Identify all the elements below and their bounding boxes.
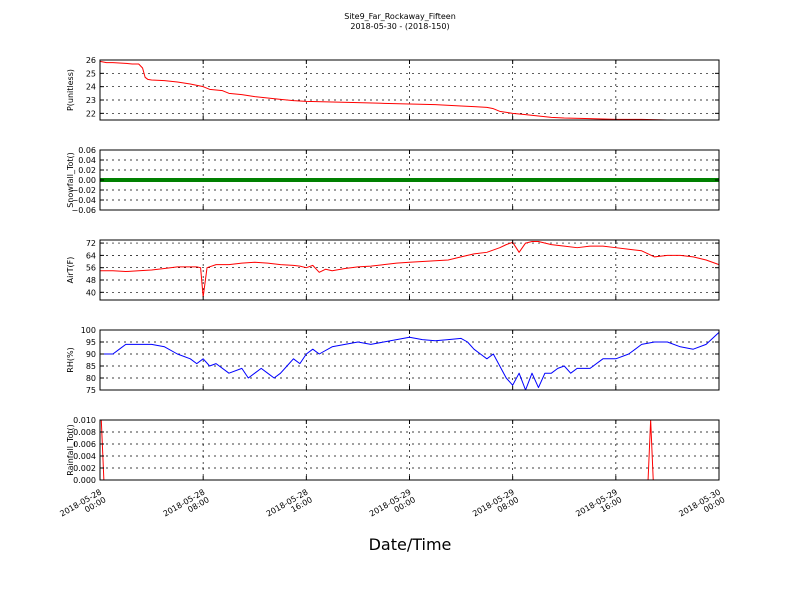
y-tick-label: 0.04 (78, 156, 96, 165)
y-tick-label: 0.000 (73, 476, 96, 485)
subplot-1: 22 23 24 25 26 P(unitless) (66, 56, 720, 121)
y-tick-label: 0.002 (73, 464, 96, 473)
x-tick-label: 2018-05-2916:00 (574, 487, 623, 526)
x-tick-label: 2018-05-2808:00 (162, 487, 211, 526)
y-axis-label: Snowfall_Tot() (66, 152, 75, 208)
y-tick-label: 80 (86, 374, 96, 383)
x-tick-label: 2018-05-2816:00 (265, 487, 314, 526)
y-tick-label: 25 (86, 69, 96, 78)
subplot-5: 0.000 0.002 0.004 0.006 0.008 0.010Rainfall_T… (66, 416, 720, 485)
y-tick-label: 0.06 (78, 146, 96, 155)
y-tick-label: 48 (86, 276, 96, 285)
y-tick-label: 0.02 (78, 166, 96, 175)
y-tick-label: 22 (86, 109, 96, 118)
y-tick-label: 0.006 (73, 440, 96, 449)
y-tick-label: 24 (86, 83, 96, 92)
y-tick-label: 95 (86, 338, 96, 347)
subplots: 2223242526P(unitless)−0.06−0.04−0.020.00… (66, 56, 720, 485)
subplot-4: 75 80 85 90 95 100 RH(%) (66, 326, 720, 395)
y-tick-label: −0.06 (71, 206, 96, 215)
chart-title-line2: 2018-05-30 - (2018-150) (350, 22, 449, 31)
y-tick-label: 0.00 (78, 176, 96, 185)
y-tick-label: 90 (86, 350, 96, 359)
y-tick-label: 23 (86, 96, 96, 105)
y-tick-label: 72 (86, 239, 96, 248)
x-tick-label: 2018-05-2908:00 (471, 487, 520, 526)
y-tick-label: 0.004 (73, 452, 96, 461)
y-axis-label: AirT(F) (66, 257, 75, 284)
series-line (100, 241, 720, 298)
y-axis-label: P(unitless) (66, 69, 75, 111)
x-tick-label: 2018-05-3000:00 (677, 487, 726, 526)
subplot-2: −0.06−0.04−0.020.000.020.040.06Snowfall_… (66, 146, 720, 215)
subplot-3: 40 48 56 64 72 AirT(F) (66, 239, 720, 301)
y-tick-label: 64 (86, 251, 96, 260)
y-tick-label: −0.04 (71, 196, 96, 205)
y-tick-label: 56 (86, 264, 96, 273)
y-tick-label: 40 (86, 288, 96, 297)
x-tick-label: 2018-05-2800:00 (58, 487, 107, 526)
series-line (99, 60, 719, 121)
chart-title-line1: Site9_Far_Rockaway_Fifteen (344, 12, 456, 21)
x-tick-label: 2018-05-2900:00 (368, 487, 417, 526)
y-tick-label: 100 (81, 326, 96, 335)
y-tick-label: 85 (86, 362, 96, 371)
x-axis-label: Date/Time (369, 535, 452, 554)
series-line (100, 332, 720, 391)
x-axis-ticks: 2018-05-2800:00 2018-05-2808:00 2018-05-28… (58, 487, 726, 526)
y-tick-label: 0.010 (73, 416, 96, 425)
y-tick-label: 0.008 (73, 428, 96, 437)
y-tick-label: −0.02 (71, 186, 96, 195)
y-tick-label: 26 (86, 56, 96, 65)
y-tick-label: 75 (86, 386, 96, 395)
y-axis-label: Rainfall_Tot() (66, 424, 75, 476)
y-axis-label: RH(%) (66, 347, 75, 372)
